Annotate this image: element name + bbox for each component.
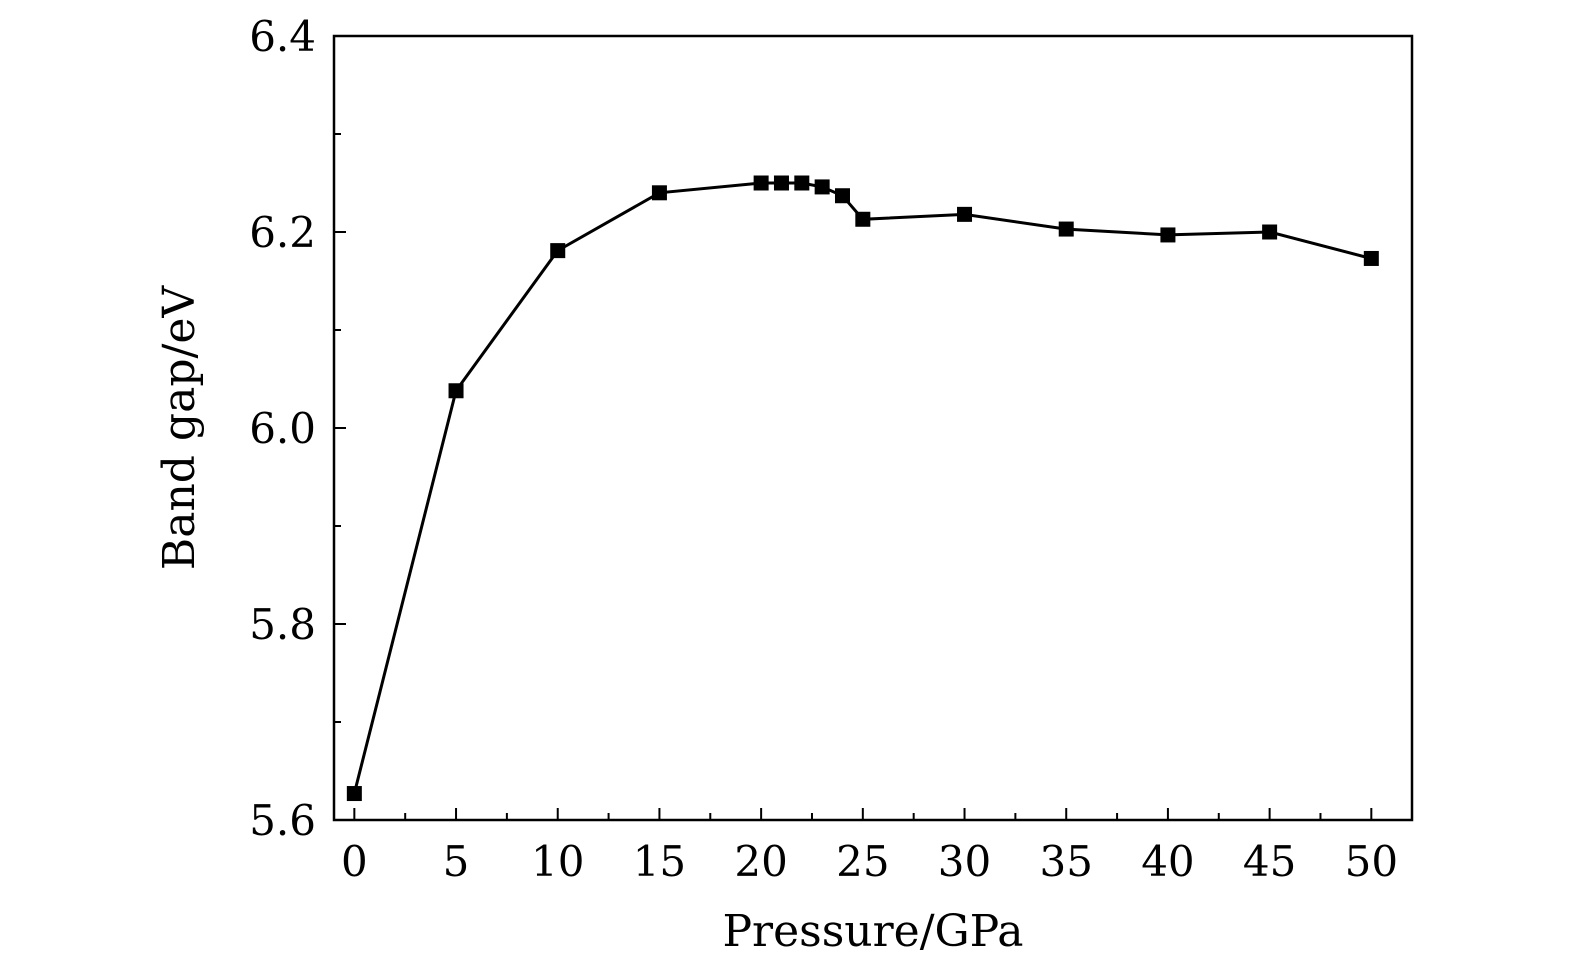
series-line: [352, 181, 1372, 794]
x-tick-label: 10: [531, 837, 584, 886]
data-point: [346, 786, 362, 802]
data-point: [814, 179, 830, 195]
x-tick-label: 20: [734, 837, 787, 886]
x-tick-label: 0: [341, 837, 368, 886]
data-point: [855, 211, 871, 227]
x-tick-label: 45: [1243, 837, 1296, 886]
y-tick-label: 6.0: [249, 404, 316, 453]
series-markers: [346, 175, 1379, 802]
x-axis-label: Pressure/GPa: [722, 906, 1023, 957]
data-point: [957, 206, 973, 222]
x-tick-label: 30: [938, 837, 991, 886]
data-point: [834, 188, 850, 204]
y-axis-label: Band gap/eV: [154, 285, 205, 570]
data-point: [794, 175, 810, 191]
x-tick-label: 5: [443, 837, 470, 886]
axis-ticks: [334, 35, 1373, 821]
data-point: [448, 383, 464, 399]
x-tick-label: 15: [633, 837, 686, 886]
data-point: [773, 175, 789, 191]
data-point: [550, 243, 566, 259]
y-tick-label: 5.8: [249, 600, 316, 649]
axis-tick-labels: 0 5 10 15 20 25 30 35 40 45 50 5.6 5.8 6.0 6.2 6.4: [249, 12, 1398, 886]
data-point: [651, 185, 667, 201]
y-tick-label: 6.2: [249, 208, 316, 257]
plot-frame: [332, 34, 1414, 822]
x-tick-label: 50: [1345, 837, 1398, 886]
y-tick-label: 6.4: [249, 12, 316, 61]
x-tick-label: 40: [1141, 837, 1194, 886]
data-point: [1058, 221, 1074, 237]
data-point: [1160, 227, 1176, 243]
data-point: [753, 175, 769, 191]
data-point: [1262, 224, 1278, 240]
x-tick-label: 35: [1039, 837, 1092, 886]
x-tick-label: 25: [836, 837, 889, 886]
data-point: [1363, 250, 1379, 266]
y-tick-label: 5.6: [249, 796, 316, 845]
